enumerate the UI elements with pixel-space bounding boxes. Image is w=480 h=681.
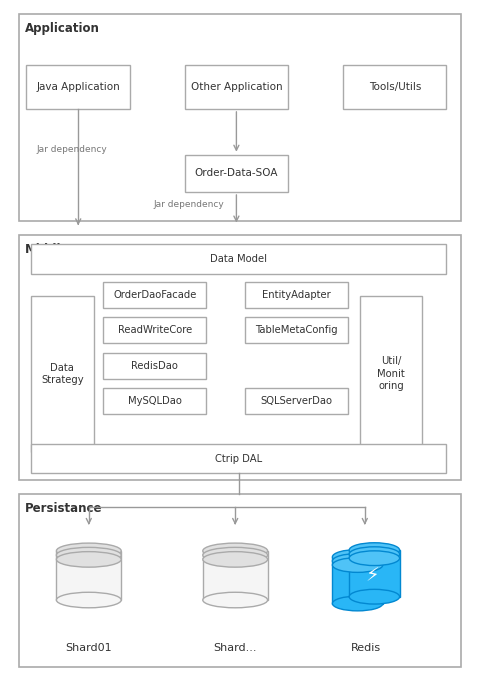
Text: Other Application: Other Application bbox=[191, 82, 282, 92]
Bar bbox=[19, 494, 461, 667]
Text: SQLServerDao: SQLServerDao bbox=[261, 396, 333, 406]
Bar bbox=[343, 65, 446, 109]
Ellipse shape bbox=[333, 554, 383, 569]
Bar bbox=[203, 551, 268, 600]
Bar bbox=[26, 65, 130, 109]
Ellipse shape bbox=[56, 543, 121, 558]
Text: Shard...: Shard... bbox=[214, 644, 257, 653]
Text: ⚡: ⚡ bbox=[365, 566, 379, 585]
Ellipse shape bbox=[203, 543, 268, 558]
Bar bbox=[31, 244, 446, 274]
Bar bbox=[57, 551, 121, 600]
Text: ReadWriteCore: ReadWriteCore bbox=[118, 326, 192, 335]
Text: Persistance: Persistance bbox=[25, 502, 102, 515]
Text: TableMetaConfig: TableMetaConfig bbox=[255, 326, 338, 335]
Text: Shard01: Shard01 bbox=[65, 644, 112, 653]
Text: Application: Application bbox=[25, 22, 100, 35]
Bar bbox=[103, 388, 206, 414]
Ellipse shape bbox=[203, 552, 268, 567]
Ellipse shape bbox=[349, 589, 399, 604]
Ellipse shape bbox=[333, 596, 383, 611]
Bar bbox=[19, 14, 461, 221]
Text: Util/
Monit
oring: Util/ Monit oring bbox=[377, 356, 405, 392]
Text: EntityAdapter: EntityAdapter bbox=[262, 290, 331, 300]
Ellipse shape bbox=[349, 547, 399, 562]
Ellipse shape bbox=[203, 592, 268, 608]
Ellipse shape bbox=[56, 552, 121, 567]
Text: Data
Strategy: Data Strategy bbox=[41, 363, 84, 385]
Bar bbox=[245, 317, 348, 343]
Text: Java Application: Java Application bbox=[36, 82, 120, 92]
Text: Middleware: Middleware bbox=[25, 243, 102, 256]
Text: MySQLDao: MySQLDao bbox=[128, 396, 182, 406]
Ellipse shape bbox=[333, 550, 383, 565]
Text: RedisDao: RedisDao bbox=[132, 361, 178, 370]
Text: Jar dependency: Jar dependency bbox=[36, 145, 107, 155]
Bar bbox=[185, 65, 288, 109]
Bar bbox=[360, 296, 422, 452]
Bar bbox=[103, 282, 206, 308]
Text: Data Model: Data Model bbox=[210, 254, 267, 264]
Bar bbox=[103, 353, 206, 379]
Bar bbox=[332, 557, 383, 603]
Bar bbox=[103, 317, 206, 343]
Text: Ctrip DAL: Ctrip DAL bbox=[215, 454, 263, 464]
Ellipse shape bbox=[203, 548, 268, 563]
Ellipse shape bbox=[349, 551, 399, 565]
Ellipse shape bbox=[349, 543, 399, 558]
Bar bbox=[185, 155, 288, 192]
Text: Redis: Redis bbox=[351, 644, 381, 653]
Text: Order-Data-SOA: Order-Data-SOA bbox=[195, 168, 278, 178]
Bar bbox=[245, 388, 348, 414]
Bar bbox=[31, 296, 94, 452]
Text: Jar dependency: Jar dependency bbox=[154, 200, 224, 209]
Bar bbox=[245, 282, 348, 308]
Bar bbox=[349, 550, 399, 597]
Text: Tools/Utils: Tools/Utils bbox=[369, 82, 421, 92]
Bar bbox=[31, 444, 446, 473]
Ellipse shape bbox=[333, 558, 383, 572]
Text: OrderDaoFacade: OrderDaoFacade bbox=[113, 290, 196, 300]
Ellipse shape bbox=[56, 548, 121, 563]
Ellipse shape bbox=[56, 592, 121, 608]
Bar bbox=[19, 235, 461, 480]
